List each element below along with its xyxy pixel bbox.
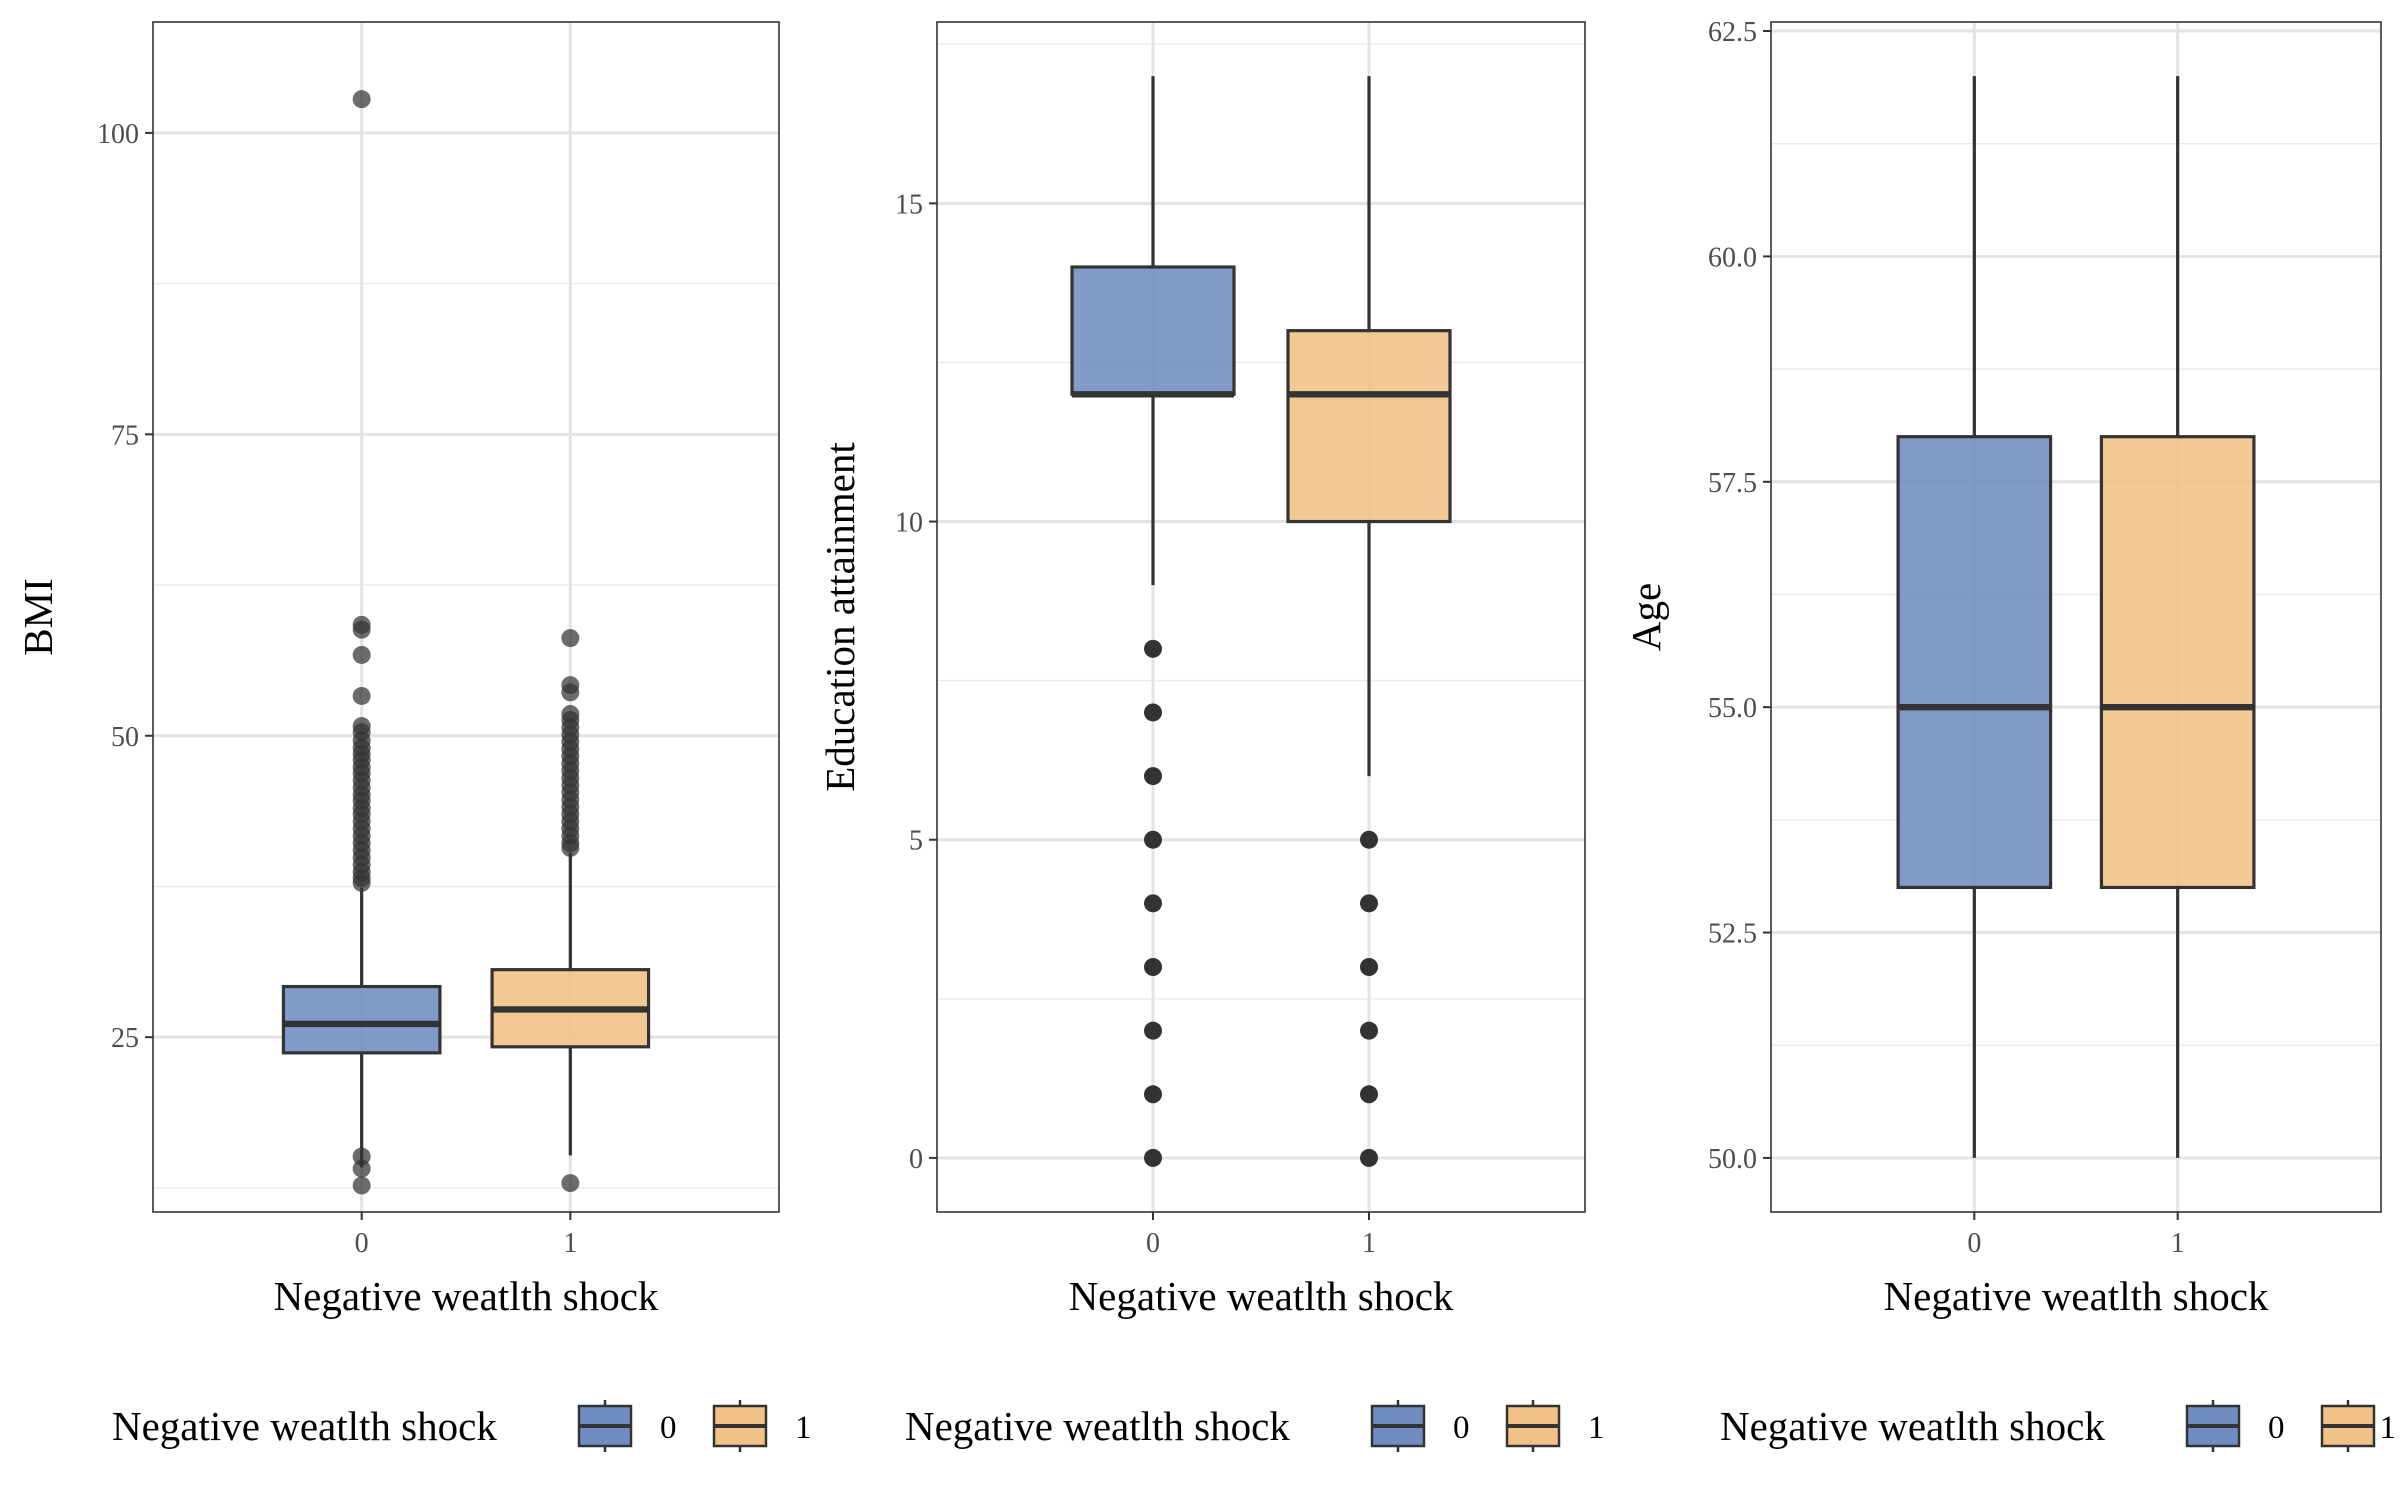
- legend: Negative weatlth shock 0 1: [112, 1400, 812, 1452]
- box: [2101, 437, 2254, 888]
- outlier-point: [1360, 831, 1378, 849]
- outlier-point: [1360, 1149, 1378, 1167]
- outlier-point: [353, 687, 371, 705]
- legend-key-0-label: 0: [2268, 1410, 2285, 1446]
- outlier-point: [561, 1174, 579, 1192]
- x-axis-title: Negative weatlth shock: [274, 1273, 659, 1319]
- legend-title: Negative weatlth shock: [905, 1403, 1290, 1449]
- outlier-point: [1360, 1022, 1378, 1040]
- legend: Negative weatlth shock 0 1: [1720, 1400, 2396, 1452]
- y-tick-label: 15: [895, 189, 923, 220]
- y-tick-label: 5: [909, 826, 923, 857]
- x-tick-label: 0: [355, 1228, 369, 1259]
- y-tick-label: 25: [111, 1023, 139, 1054]
- outlier-point: [1144, 894, 1162, 912]
- legend-key-0-swatch: [1372, 1400, 1424, 1452]
- legend-key-1-label: 1: [1588, 1410, 1605, 1446]
- legend-title: Negative weatlth shock: [1720, 1403, 2105, 1449]
- y-tick-label: 50.0: [1708, 1144, 1757, 1175]
- x-axis-title: Negative weatlth shock: [1884, 1273, 2269, 1319]
- legend-key-0-label: 0: [660, 1410, 677, 1446]
- legend-key-1-swatch: [1507, 1400, 1559, 1452]
- y-axis-ticks: 50.0 52.5 55.0 57.5 60.0 62.5: [1708, 17, 1771, 1175]
- outlier-point: [353, 1160, 371, 1178]
- outlier-point: [353, 874, 371, 892]
- legend-key-1-label: 1: [795, 1410, 812, 1446]
- outlier-point: [561, 629, 579, 647]
- y-axis-ticks: 0 5 10 15: [895, 189, 937, 1175]
- outlier-point: [561, 839, 579, 857]
- y-tick-label: 75: [111, 420, 139, 451]
- y-tick-label: 60.0: [1708, 242, 1757, 273]
- outlier-point: [1144, 703, 1162, 721]
- x-tick-label: 0: [1967, 1228, 1981, 1259]
- x-tick-label: 1: [1362, 1228, 1376, 1259]
- y-tick-label: 62.5: [1708, 17, 1757, 48]
- legend-key-0-swatch: [2187, 1400, 2239, 1452]
- box: [1288, 331, 1450, 522]
- x-axis-title: Negative weatlth shock: [1069, 1273, 1454, 1319]
- outlier-point: [353, 646, 371, 664]
- outlier-point: [1144, 1022, 1162, 1040]
- y-axis-ticks: 25 50 75 100: [97, 119, 153, 1054]
- outlier-point: [353, 621, 371, 639]
- box: [1898, 437, 2051, 888]
- y-tick-label: 0: [909, 1144, 923, 1175]
- legend-title: Negative weatlth shock: [112, 1403, 497, 1449]
- outlier-point: [1360, 894, 1378, 912]
- y-tick-label: 50: [111, 722, 139, 753]
- x-tick-label: 1: [563, 1228, 577, 1259]
- outlier-point: [561, 683, 579, 701]
- outlier-point: [353, 1176, 371, 1194]
- outlier-point: [353, 90, 371, 108]
- legend-key-0-swatch: [579, 1400, 631, 1452]
- outlier-point: [1360, 1085, 1378, 1103]
- outlier-point: [1144, 767, 1162, 785]
- legend-key-1-swatch: [2322, 1400, 2374, 1452]
- outlier-point: [1144, 640, 1162, 658]
- box: [283, 987, 440, 1053]
- y-axis-title: Education attainment: [817, 442, 863, 792]
- y-axis-title: Age: [1623, 583, 1669, 651]
- box: [1072, 267, 1234, 394]
- outlier-point: [1144, 831, 1162, 849]
- y-tick-label: 57.5: [1708, 468, 1757, 499]
- y-axis-title: BMI: [15, 578, 61, 655]
- legend-key-1-swatch: [714, 1400, 766, 1452]
- plot-background: [153, 22, 779, 1212]
- plot-background: [937, 22, 1585, 1212]
- outlier-point: [1360, 958, 1378, 976]
- y-tick-label: 55.0: [1708, 693, 1757, 724]
- x-tick-label: 1: [2171, 1228, 2185, 1259]
- legend-key-0-label: 0: [1453, 1410, 1470, 1446]
- legend-key-1-label: 1: [2380, 1410, 2397, 1446]
- y-tick-label: 100: [97, 119, 139, 150]
- x-tick-label: 0: [1146, 1228, 1160, 1259]
- y-tick-label: 10: [895, 508, 923, 539]
- outlier-point: [1144, 958, 1162, 976]
- outlier-point: [1144, 1085, 1162, 1103]
- plot-background: [1771, 22, 2381, 1212]
- legend: Negative weatlth shock 0 1: [905, 1400, 1605, 1452]
- outlier-point: [1144, 1149, 1162, 1167]
- y-tick-label: 52.5: [1708, 919, 1757, 950]
